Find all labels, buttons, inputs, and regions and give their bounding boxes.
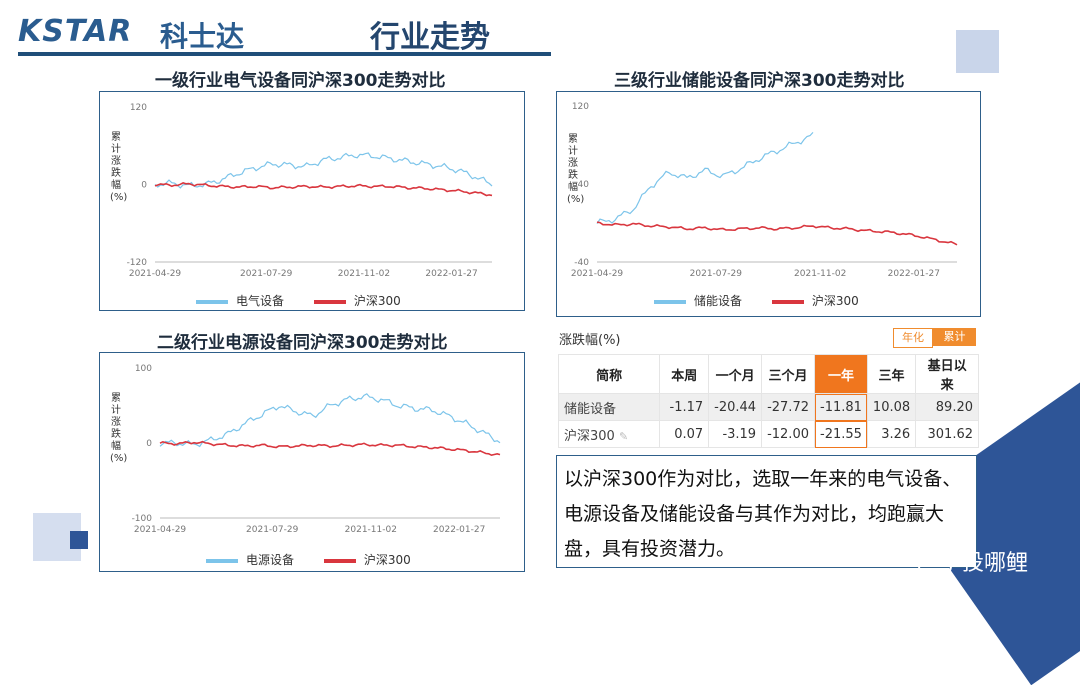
cell-3y: 10.08	[866, 393, 917, 421]
x-tick-label: 2021-07-29	[240, 269, 293, 279]
cell-name-text: 沪深300	[564, 428, 615, 444]
y-tick-label: 100	[135, 364, 152, 374]
cell-week: -1.17	[659, 393, 710, 421]
decor-square-top	[956, 30, 999, 73]
x-tick-label: 2022-01-27	[433, 525, 485, 535]
x-tick-label: 2021-07-29	[246, 525, 299, 535]
series-line-csi300	[159, 440, 501, 457]
chart-3-legend: 储能设备 沪深300	[654, 292, 885, 309]
chart-1-legend: 电气设备 沪深300	[196, 292, 427, 309]
chart-1-panel: 120 0 -120 2021-04-29 2021-07-29 2021-11-02 20…	[99, 91, 525, 311]
cell-3y: 3.26	[866, 420, 917, 448]
returns-table-panel: 涨跌幅(%) 年化 累计 简称 本周 一个月 三个月 一年 三年 基日以来 储能…	[556, 325, 979, 448]
chart-3-panel: 120 40 -40 2021-04-29 2021-07-29 2021-11-02 20…	[556, 91, 981, 317]
y-tick-label: 40	[578, 180, 590, 190]
y-tick-label: -40	[574, 258, 589, 268]
col-header-1y[interactable]: 一年	[814, 354, 868, 394]
col-header-3m[interactable]: 三个月	[761, 354, 815, 394]
series-line-sector	[159, 393, 501, 448]
y-tick-label: 0	[146, 439, 152, 449]
chart-2-legend-series-2: 沪深300	[363, 553, 411, 567]
legend-swatch-red	[771, 299, 804, 304]
brand-logo: KSTAR	[18, 14, 133, 49]
col-header-1m[interactable]: 一个月	[708, 354, 763, 394]
brand-logo-cn: 科士达	[160, 20, 245, 53]
chart-3-ylabel: 累计涨跌幅(%)	[567, 134, 585, 205]
wechat-icon	[918, 551, 952, 577]
col-header-name[interactable]: 简称	[557, 354, 661, 394]
table-caption: 涨跌幅(%)	[559, 333, 621, 348]
chart-1-legend-series-2: 沪深300	[353, 294, 401, 308]
cell-name: 储能设备	[557, 393, 661, 421]
x-tick-label: 2021-11-02	[794, 269, 846, 279]
chart-3-legend-series-2: 沪深300	[811, 294, 859, 308]
edit-icon[interactable]: ✎	[618, 429, 629, 443]
toggle-cumulative[interactable]: 累计	[933, 328, 976, 346]
series-line-csi300	[154, 182, 493, 197]
cell-1y: -11.81	[814, 393, 868, 421]
legend-swatch-blue	[196, 299, 228, 304]
legend-swatch-blue	[206, 558, 238, 563]
watermark: 投哪鲤	[918, 545, 1028, 577]
y-tick-label: -100	[132, 514, 153, 524]
col-header-week[interactable]: 本周	[659, 354, 710, 394]
page-title: 行业走势	[370, 20, 490, 55]
chart-2-title: 二级行业电源设备同沪深300走势对比	[157, 333, 448, 353]
chart-2-ylabel: 累计涨跌幅(%)	[110, 393, 128, 464]
col-header-since-inception[interactable]: 基日以来	[915, 354, 979, 394]
cell-since-inception: 301.62	[915, 420, 979, 448]
table-row: 沪深300 ✎ 0.07 -3.19 -12.00 -21.55 3.26 30…	[557, 420, 979, 448]
cell-since-inception: 89.20	[915, 393, 979, 421]
chart-1-legend-series-1: 电气设备	[236, 294, 285, 308]
legend-swatch-red	[313, 299, 346, 304]
cell-name: 沪深300 ✎	[557, 420, 661, 448]
watermark-text: 投哪鲤	[962, 551, 1029, 576]
cell-1y: -21.55	[814, 420, 868, 448]
x-tick-label: 2021-11-02	[345, 525, 397, 535]
chart-3-title: 三级行业储能设备同沪深300走势对比	[614, 71, 905, 91]
conclusion-note: 以沪深300作为对比，选取一年来的电气设备、电源设备及储能设备与其作为对比，均跑…	[556, 455, 977, 568]
x-tick-label: 2022-01-27	[425, 269, 477, 279]
x-tick-label: 2021-11-02	[338, 269, 390, 279]
series-line-sector	[596, 131, 814, 224]
x-tick-label: 2021-04-29	[571, 269, 624, 279]
header-divider	[18, 52, 551, 56]
cell-3m: -27.72	[761, 393, 815, 421]
x-tick-label: 2021-04-29	[134, 525, 187, 535]
y-tick-label: 120	[130, 103, 147, 113]
y-tick-label: 0	[141, 181, 147, 191]
toggle-annualized[interactable]: 年化	[893, 328, 933, 348]
chart-1-ylabel: 累计涨跌幅(%)	[110, 132, 128, 203]
series-line-csi300	[596, 221, 958, 246]
table-header-row: 简称 本周 一个月 三个月 一年 三年 基日以来	[557, 354, 979, 394]
chart-1-title: 一级行业电气设备同沪深300走势对比	[155, 71, 446, 91]
x-tick-label: 2022-01-27	[888, 269, 940, 279]
legend-swatch-red	[323, 558, 356, 563]
x-tick-label: 2021-04-29	[129, 269, 182, 279]
returns-table: 简称 本周 一个月 三个月 一年 三年 基日以来 储能设备 -1.17 -20.…	[557, 354, 979, 448]
series-line-sector	[154, 152, 493, 189]
table-row: 储能设备 -1.17 -20.44 -27.72 -11.81 10.08 89…	[557, 393, 979, 421]
y-tick-label: -120	[127, 258, 148, 268]
col-header-3y[interactable]: 三年	[866, 354, 917, 394]
cell-week: 0.07	[659, 420, 710, 448]
decor-square-bottom-left-small	[70, 531, 88, 549]
cell-3m: -12.00	[761, 420, 815, 448]
cell-1m: -20.44	[708, 393, 763, 421]
x-tick-label: 2021-07-29	[690, 269, 743, 279]
cell-1m: -3.19	[708, 420, 763, 448]
y-tick-label: 120	[572, 102, 589, 112]
chart-2-legend-series-1: 电源设备	[246, 553, 295, 567]
chart-2-panel: 100 0 -100 2021-04-29 2021-07-29 2021-11-02 20…	[99, 352, 525, 572]
chart-3-legend-series-1: 储能设备	[694, 294, 743, 308]
legend-swatch-blue	[654, 299, 686, 304]
chart-2-legend: 电源设备 沪深300	[206, 551, 437, 568]
